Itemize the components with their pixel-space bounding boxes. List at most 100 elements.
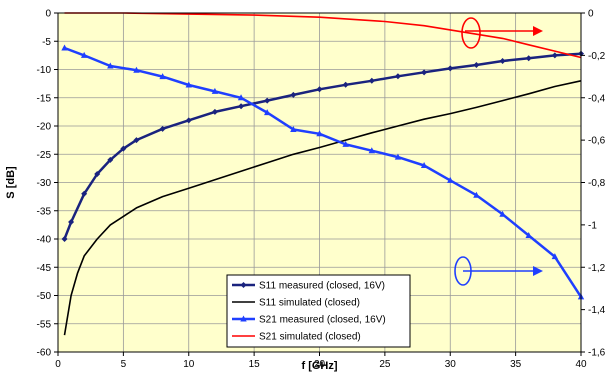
y-tick-label: -10 <box>37 65 52 76</box>
y-tick-label: -60 <box>37 348 52 359</box>
data-point <box>237 94 245 101</box>
y-tick-label: -15 <box>37 93 52 104</box>
data-point <box>238 103 245 110</box>
y-tick-label: -5 <box>42 37 51 48</box>
arrow-head <box>533 266 543 276</box>
data-point <box>159 125 166 132</box>
x-tick-label: 10 <box>183 359 195 370</box>
data-point <box>551 52 558 59</box>
x-tick-label: 0 <box>55 359 61 370</box>
data-point <box>107 62 114 69</box>
data-point <box>211 87 219 94</box>
data-point <box>368 147 375 154</box>
y2-tick-label: -1,6 <box>588 348 606 359</box>
data-point <box>342 81 349 88</box>
data-point <box>316 86 323 93</box>
data-point <box>240 315 247 322</box>
data-point <box>420 162 428 169</box>
ticks: 0 5 10 15 20 25 30 35 400-5-10-15-20-25-30-35-40… <box>37 9 606 371</box>
y-tick-label: -20 <box>37 122 52 133</box>
y2-tick-label: -1,2 <box>588 263 606 274</box>
data-point <box>525 55 532 62</box>
legend: S11 measured (closed, 16V) S11 simulated … <box>226 274 411 348</box>
legend-entry-0: S11 measured (closed, 16V) <box>232 281 385 292</box>
data-point <box>107 156 114 163</box>
legend-label: S21 measured (closed, 16V) <box>259 315 386 326</box>
grid <box>58 13 581 352</box>
data-point <box>185 117 192 124</box>
y-tick-label: -25 <box>37 150 52 161</box>
data-point <box>394 153 402 160</box>
x-tick-label: 15 <box>249 359 261 370</box>
data-point <box>68 219 75 226</box>
x-tick-label: 25 <box>379 359 391 370</box>
y2-tick-label: -1,4 <box>588 305 606 316</box>
legend-label: S21 simulated (closed) <box>259 332 361 343</box>
x-tick-label: 30 <box>445 359 457 370</box>
series-layer <box>61 12 585 336</box>
series-3 <box>64 12 582 59</box>
y2-tick-label: -0,2 <box>588 51 606 62</box>
data-point <box>133 66 140 73</box>
y-tick-label: -50 <box>37 291 52 302</box>
data-point <box>290 91 297 98</box>
data-point <box>447 176 454 183</box>
data-point <box>473 191 480 198</box>
data-point <box>240 282 247 288</box>
series-1 <box>63 80 582 336</box>
legend-label: S11 measured (closed, 16V) <box>259 281 385 292</box>
data-point <box>264 109 271 116</box>
series-line <box>64 12 582 59</box>
data-point <box>80 51 88 58</box>
data-point <box>120 145 127 152</box>
data-point <box>133 137 140 144</box>
y2-tick-label: -1 <box>588 220 597 231</box>
y-tick-label: -30 <box>37 178 52 189</box>
series-0 <box>61 50 584 242</box>
data-point <box>316 130 323 137</box>
data-point <box>290 126 297 133</box>
x-tick-label: 40 <box>575 359 587 370</box>
x-tick-label: 20 <box>314 359 326 370</box>
data-point <box>421 69 428 76</box>
data-point <box>499 58 506 65</box>
data-point <box>551 253 559 260</box>
data-point <box>81 190 88 197</box>
data-point <box>525 231 532 238</box>
data-point <box>394 73 401 80</box>
y2-tick-label: 0 <box>588 9 594 20</box>
data-point <box>159 73 166 80</box>
data-point <box>473 61 480 68</box>
data-point <box>61 236 68 242</box>
x-tick-label: 35 <box>510 359 522 370</box>
data-point <box>368 77 375 84</box>
legend-entry-2: S21 measured (closed, 16V) <box>232 315 386 326</box>
ellipse-marker-s21-simulated <box>461 17 481 49</box>
x-axis-title: f [GHz] <box>301 360 337 372</box>
y2-tick-label: -0,8 <box>588 178 606 189</box>
y-tick-label: 0 <box>45 9 51 20</box>
y-tick-label: -55 <box>37 319 52 330</box>
legend-entry-1: S11 simulated (closed) <box>232 298 360 309</box>
data-point <box>264 97 271 104</box>
annotations <box>454 17 543 286</box>
data-point <box>185 81 192 88</box>
arrow-head <box>533 26 543 36</box>
data-point <box>94 171 101 178</box>
series-line <box>63 52 582 240</box>
data-point <box>211 108 218 115</box>
series-line <box>63 80 582 336</box>
y-tick-label: -45 <box>37 263 52 274</box>
legend-box <box>226 274 411 348</box>
y2-tick-label: -0,4 <box>588 93 606 104</box>
legend-label: S11 simulated (closed) <box>259 298 360 309</box>
y2-tick-label: -0,6 <box>588 136 606 147</box>
legend-entry-3: S21 simulated (closed) <box>232 332 361 343</box>
y-axis-title: S [dB] <box>5 166 17 199</box>
x-tick-label: 5 <box>121 359 127 370</box>
y-tick-label: -35 <box>37 206 52 217</box>
data-point <box>342 140 349 147</box>
y-tick-label: -40 <box>37 235 52 246</box>
data-point <box>499 210 506 217</box>
